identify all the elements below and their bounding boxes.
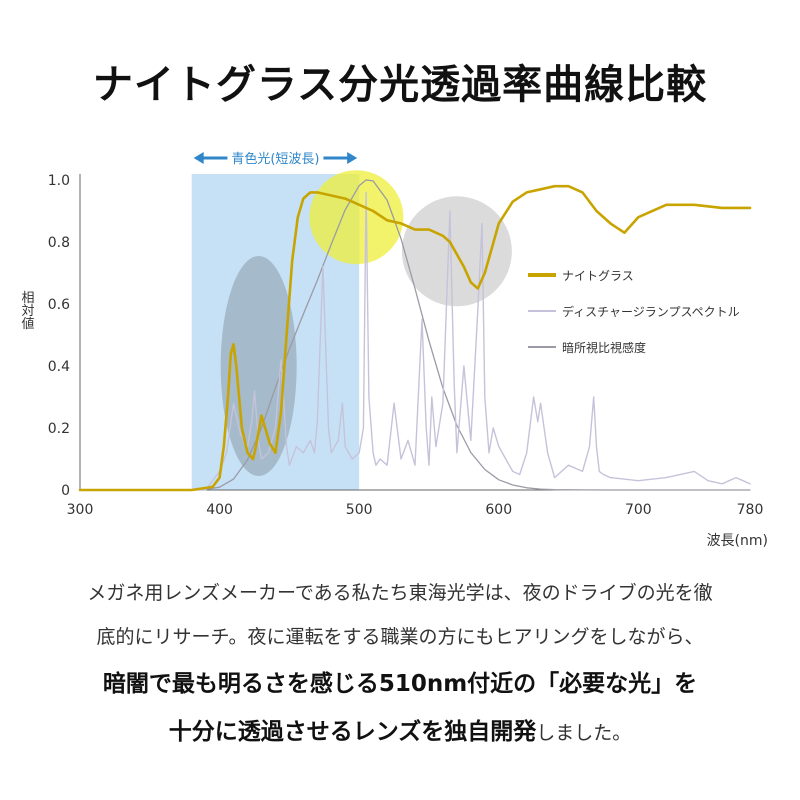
legend-label: ディスチャージランプスペクトル bbox=[562, 304, 740, 319]
caption-line-3: 暗闇で最も明るさを感じる510nm付近の「必要な光」を bbox=[102, 671, 698, 697]
band-arrow-right-head bbox=[347, 152, 358, 164]
y-tick-label: 0 bbox=[61, 483, 70, 499]
x-tick-label: 780 bbox=[737, 502, 764, 518]
band-arrow-left-head bbox=[193, 152, 204, 164]
y-axis-label: 相対値 bbox=[19, 291, 35, 330]
caption-line-2: 底的にリサーチ。夜に運転をする職業の方にもヒアリングをしながら、 bbox=[96, 626, 704, 648]
caption-line-4-tail: しました。 bbox=[536, 722, 632, 744]
y-tick-label: 0.4 bbox=[48, 359, 70, 375]
highlight-circle-gray bbox=[401, 196, 512, 307]
y-tick-label: 0.8 bbox=[48, 235, 70, 251]
x-tick-label: 700 bbox=[625, 502, 652, 518]
y-tick-label: 0.2 bbox=[48, 421, 70, 437]
x-axis-label: 波長(nm) bbox=[707, 533, 768, 549]
series-line-scotopic bbox=[79, 179, 751, 491]
legend-label: ナイトグラス bbox=[562, 269, 634, 283]
x-tick-label: 600 bbox=[485, 502, 512, 518]
x-tick-label: 500 bbox=[346, 502, 373, 518]
spectral-chart: 0 0.2 0.4 0.6 0.8 1.0 300 400 500 600 700 780 相対値波長… bbox=[19, 151, 769, 549]
series-line-nightglass bbox=[78, 184, 752, 492]
highlight-circle-yellow bbox=[309, 170, 404, 265]
legend-label: 暗所視比視感度 bbox=[562, 340, 646, 355]
highlight-ellipse-blue bbox=[220, 256, 297, 476]
x-tick-label: 400 bbox=[206, 502, 233, 518]
x-tick-label: 300 bbox=[67, 502, 94, 518]
caption-line-4-bold: 十分に透過させるレンズを独自開発 bbox=[168, 719, 537, 745]
y-tick-label: 1.0 bbox=[48, 173, 70, 189]
y-tick-label: 0.6 bbox=[48, 297, 70, 313]
series-line-discharge-lamp bbox=[79, 191, 751, 491]
caption-line-1: メガネ用レンズメーカーである私たち東海光学は、夜のドライブの光を徹 bbox=[87, 582, 713, 604]
caption-line-4: 十分に透過させるレンズを独自開発しました。 bbox=[0, 712, 800, 746]
band-label: 青色光(短波長) bbox=[231, 151, 319, 167]
page-title: ナイトグラス分光透過率曲線比較 bbox=[92, 62, 708, 108]
